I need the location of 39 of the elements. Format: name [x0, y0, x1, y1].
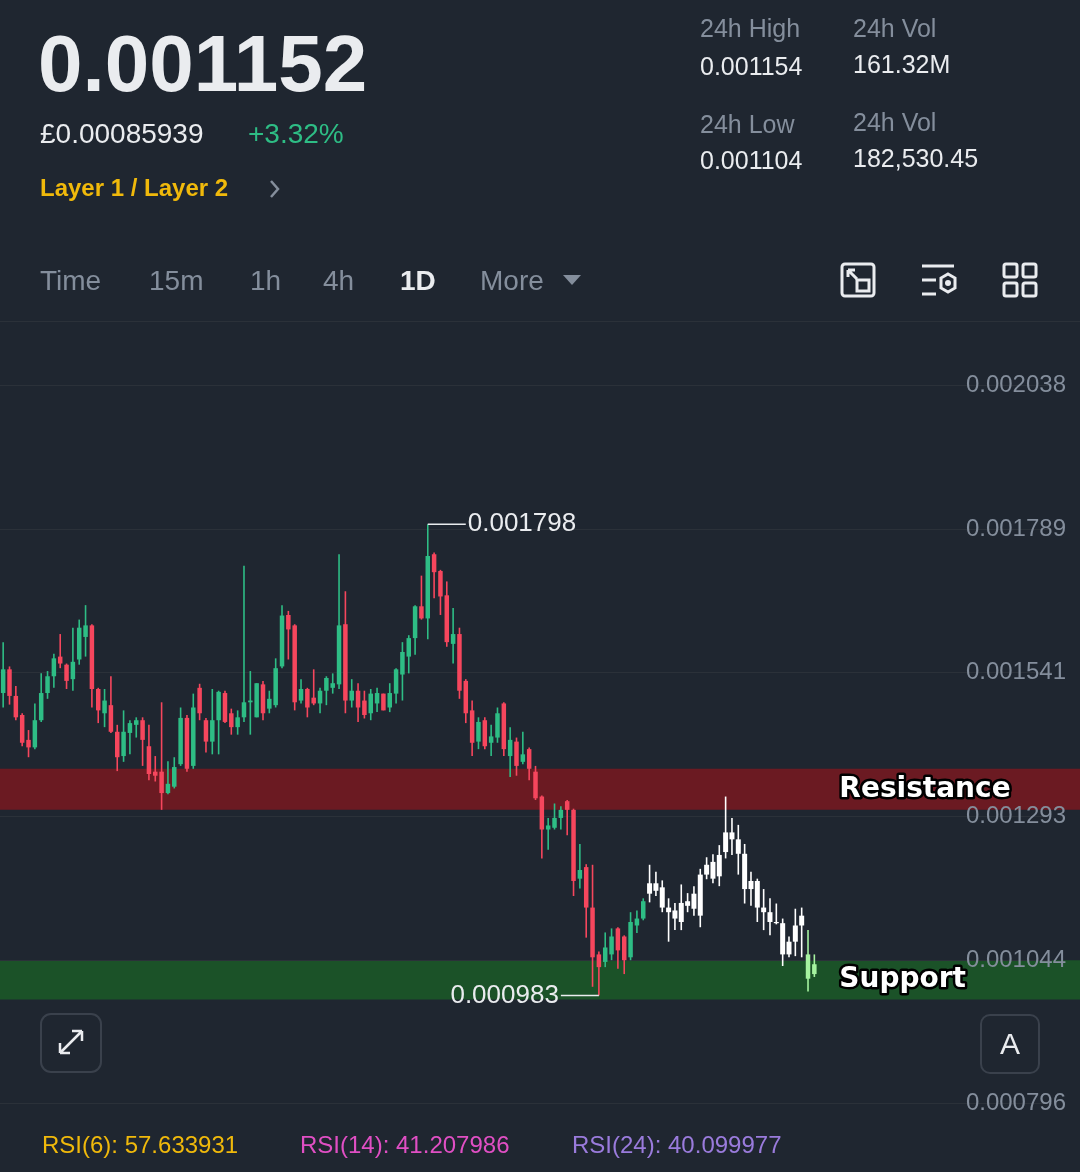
candlestick — [134, 717, 139, 738]
text: RSI(6): 57.633931 — [42, 1131, 239, 1159]
text: 24h Vol — [853, 14, 937, 43]
y-tick-label: 0.001789 — [965, 514, 1066, 542]
y-tick-label: 0.001541 — [965, 657, 1066, 685]
candlestick — [577, 843, 583, 889]
text: 1h — [250, 265, 282, 297]
candlestick — [520, 731, 526, 765]
text: 24h Low — [700, 110, 795, 139]
text: 161.32M — [853, 50, 951, 79]
text: 1D — [400, 265, 436, 297]
band-label: Support — [839, 961, 966, 995]
text: £0.00085939 — [40, 118, 204, 150]
annotation: 0.001798 — [467, 507, 577, 538]
annotation: 0.000983 — [450, 978, 559, 1009]
candlestick — [545, 817, 551, 850]
text: +3.32% — [248, 118, 344, 150]
text: Time — [40, 265, 102, 297]
text: Layer 1 / Layer 2 — [40, 174, 229, 202]
text: 24h Vol — [853, 108, 937, 137]
candlestick — [488, 724, 494, 757]
text: 0.001104 — [700, 146, 803, 175]
chart-title: 0.001152 — [38, 18, 368, 110]
text: 15m — [149, 265, 204, 297]
text: More — [480, 265, 544, 297]
candlestick — [450, 608, 456, 664]
y-tick-label: 0.001044 — [965, 944, 1066, 972]
candlestick — [57, 634, 63, 669]
text: RSI(14): 41.207986 — [300, 1131, 510, 1159]
text: RSI(24): 40.099977 — [572, 1131, 782, 1159]
y-tick-label: 0.002038 — [965, 370, 1066, 398]
annotation: A — [980, 1014, 1040, 1074]
text: 24h High — [700, 14, 801, 43]
candlestick — [564, 800, 570, 836]
candlestick — [767, 898, 773, 936]
text: 182,530.45 — [853, 144, 979, 173]
text: 0.001154 — [700, 52, 803, 81]
text: 4h — [323, 265, 355, 297]
y-tick-label: 0.000796 — [965, 1088, 1066, 1116]
